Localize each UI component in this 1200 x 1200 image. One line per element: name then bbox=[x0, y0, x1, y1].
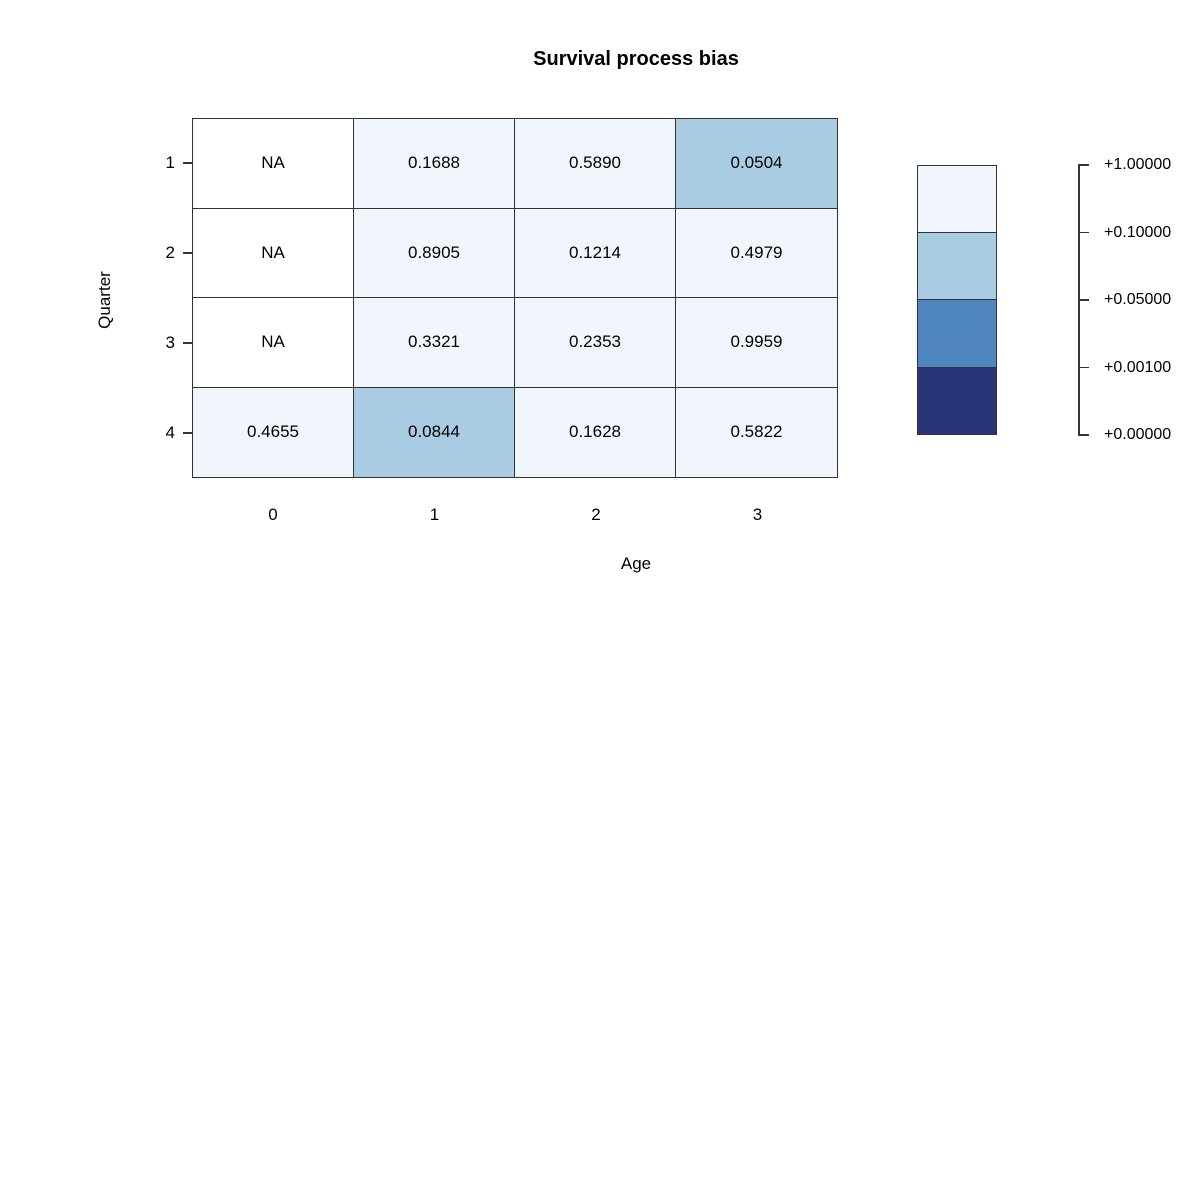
legend-tick-label: +0.00100 bbox=[1104, 358, 1172, 376]
legend-colorbar bbox=[917, 165, 997, 435]
heatmap-cell: NA bbox=[193, 208, 354, 298]
legend-color-block bbox=[917, 165, 997, 234]
heatmap-cell: 0.2353 bbox=[515, 298, 676, 388]
legend-tick-label: +0.05000 bbox=[1104, 291, 1172, 308]
x-tick-label: 0 bbox=[268, 505, 278, 524]
heatmap-cell: 0.5822 bbox=[676, 387, 837, 477]
y-tick-label: 4 bbox=[165, 423, 175, 442]
chart-title: Survival process bias bbox=[533, 48, 739, 70]
y-tick-label: 3 bbox=[165, 333, 175, 352]
legend-color-block bbox=[917, 232, 997, 301]
heatmap-cell: 0.5890 bbox=[515, 119, 676, 209]
legend-axis: +1.00000 +0.10000 +0.05000 +0.00100 +0.00000 bbox=[1078, 156, 1198, 443]
heatmap-cell: 0.3321 bbox=[354, 298, 515, 388]
heatmap-cell: 0.1688 bbox=[354, 119, 515, 209]
legend-tick-mark bbox=[1078, 299, 1089, 301]
heatmap-cell: 0.9959 bbox=[676, 298, 837, 388]
legend-tick-label: +0.10000 bbox=[1104, 223, 1172, 241]
y-tick-mark bbox=[183, 342, 192, 344]
heatmap-cell: 0.1214 bbox=[515, 208, 676, 298]
y-tick-mark bbox=[183, 252, 192, 254]
heatmap-cell: NA bbox=[193, 298, 354, 388]
heatmap-cell: 0.8905 bbox=[354, 208, 515, 298]
legend-color-block bbox=[917, 299, 997, 368]
x-tick-label: 3 bbox=[752, 505, 763, 524]
heatmap-grid: NA 0.1688 0.5890 0.0504 NA 0.8905 0.1214 0.4979… bbox=[192, 118, 838, 478]
legend-tick-label: +1.00000 bbox=[1104, 156, 1172, 173]
heatmap-cell: 0.1628 bbox=[515, 387, 676, 477]
legend-color-block bbox=[917, 366, 997, 435]
heatmap-cell: 0.4979 bbox=[676, 208, 837, 298]
heatmap-cell: 0.0504 bbox=[676, 119, 837, 209]
heatmap-cell: 0.0844 bbox=[354, 387, 515, 477]
heatmap-cell: NA bbox=[193, 119, 354, 209]
y-tick-mark bbox=[183, 162, 192, 164]
x-tick-label: 1 bbox=[429, 505, 440, 524]
x-tick-label: 2 bbox=[591, 505, 601, 524]
y-tick-mark bbox=[183, 432, 192, 434]
x-axis-label: Age bbox=[620, 554, 652, 573]
heatmap-cell: 0.4655 bbox=[193, 387, 354, 477]
legend-tick-mark bbox=[1078, 366, 1089, 369]
legend-tick-mark bbox=[1078, 231, 1089, 234]
legend-tick-label: +0.00000 bbox=[1104, 426, 1172, 443]
legend-tick-mark bbox=[1078, 434, 1089, 436]
y-tick-label: 1 bbox=[165, 153, 175, 172]
legend-tick-mark bbox=[1078, 164, 1089, 166]
y-tick-label: 2 bbox=[165, 243, 175, 262]
